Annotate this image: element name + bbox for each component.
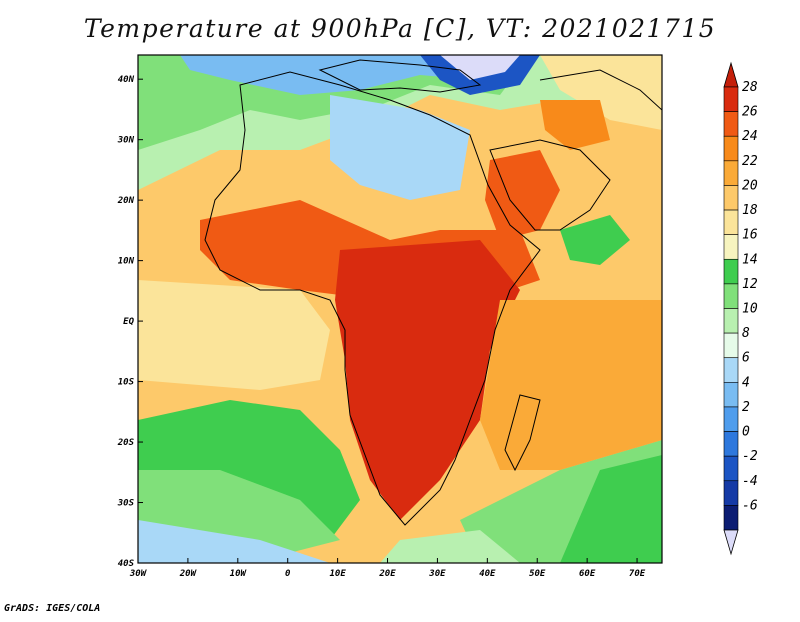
colorbar-swatch <box>723 382 739 408</box>
lon-tick-label: 60E <box>579 569 596 579</box>
colorbar-swatch <box>723 135 739 162</box>
coastlines <box>204 59 662 526</box>
colorbar-label: 28 <box>742 80 758 95</box>
colorbar-label: 26 <box>742 105 758 120</box>
colorbar-label: 16 <box>742 228 758 243</box>
lat-tick-label: 20N <box>117 196 135 206</box>
temperature-field <box>138 55 662 563</box>
colorbar-label: 20 <box>742 178 758 193</box>
colorbar-swatch <box>723 283 739 309</box>
colorbar-label: 6 <box>742 351 750 366</box>
colorbar-swatch <box>723 234 739 260</box>
lat-tick-label: 30N <box>117 136 135 146</box>
colorbar-swatch <box>723 86 739 112</box>
colorbar-swatch <box>723 258 739 285</box>
lon-axis: 30W 20W 10W 0 10E 20E 30E 40E 50E 60E 70E <box>129 558 646 579</box>
lon-tick-label: 50E <box>529 569 546 579</box>
lat-tick-label: 40S <box>118 559 135 569</box>
colorbar-swatch <box>723 357 739 383</box>
lon-tick-label: 0 <box>285 569 291 579</box>
colorbar-swatch <box>723 111 739 137</box>
lon-tick-label: 40E <box>479 569 496 579</box>
map-title: Temperature at 900hPa [C], VT: 202102171… <box>83 14 717 43</box>
lon-tick-label: 10W <box>230 569 248 579</box>
colorbar-label: 8 <box>742 326 750 341</box>
colorbar-label: 10 <box>742 302 758 317</box>
colorbar-swatch <box>723 308 739 334</box>
colorbar-label: 24 <box>742 129 758 144</box>
lat-axis: 40N 30N 20N 10N EQ 10S 20S 30S 40S <box>117 75 143 569</box>
lon-tick-label: 30W <box>129 569 148 579</box>
credit-text: GrADS: IGES/COLA <box>4 603 101 614</box>
lon-tick-label: 20E <box>378 569 396 579</box>
colorbar-label: 4 <box>742 375 750 390</box>
lat-tick-label: 30S <box>117 499 135 509</box>
colorbar-label: 14 <box>742 252 758 267</box>
lon-tick-label: 70E <box>629 569 646 579</box>
lon-tick-label: 10E <box>329 569 346 579</box>
lat-tick-label: EQ <box>123 317 134 327</box>
colorbar-label: 18 <box>742 203 758 218</box>
colorbar-label: 0 <box>742 425 750 440</box>
lon-tick-label: 20W <box>179 569 198 579</box>
colorbar-arrow-bottom <box>723 529 739 556</box>
lat-tick-label: 10N <box>118 257 135 267</box>
colorbar-swatch <box>723 160 739 186</box>
lon-tick-label: 30E <box>428 569 446 579</box>
lat-tick-label: 20S <box>117 438 135 448</box>
colorbar-label: 12 <box>742 277 758 292</box>
colorbar-label: 22 <box>742 154 758 169</box>
colorbar-swatch <box>723 505 739 531</box>
lat-tick-label: 10S <box>118 378 135 388</box>
colorbar-swatch <box>723 480 739 506</box>
colorbar-arrow-top <box>723 61 739 88</box>
map-frame <box>137 54 663 564</box>
colorbar-swatch <box>723 431 739 457</box>
lat-tick-label: 40N <box>118 75 135 85</box>
colorbar-swatch <box>723 332 739 359</box>
colorbar-label: 2 <box>742 400 750 415</box>
colorbar-swatch <box>723 185 739 211</box>
colorbar-label: -6 <box>742 498 758 513</box>
colorbar-swatch <box>723 209 739 235</box>
colorbar-swatch <box>723 406 739 432</box>
colorbar-swatch <box>723 455 739 482</box>
colorbar-label: -4 <box>742 474 758 489</box>
colorbar-label: -2 <box>742 449 758 464</box>
